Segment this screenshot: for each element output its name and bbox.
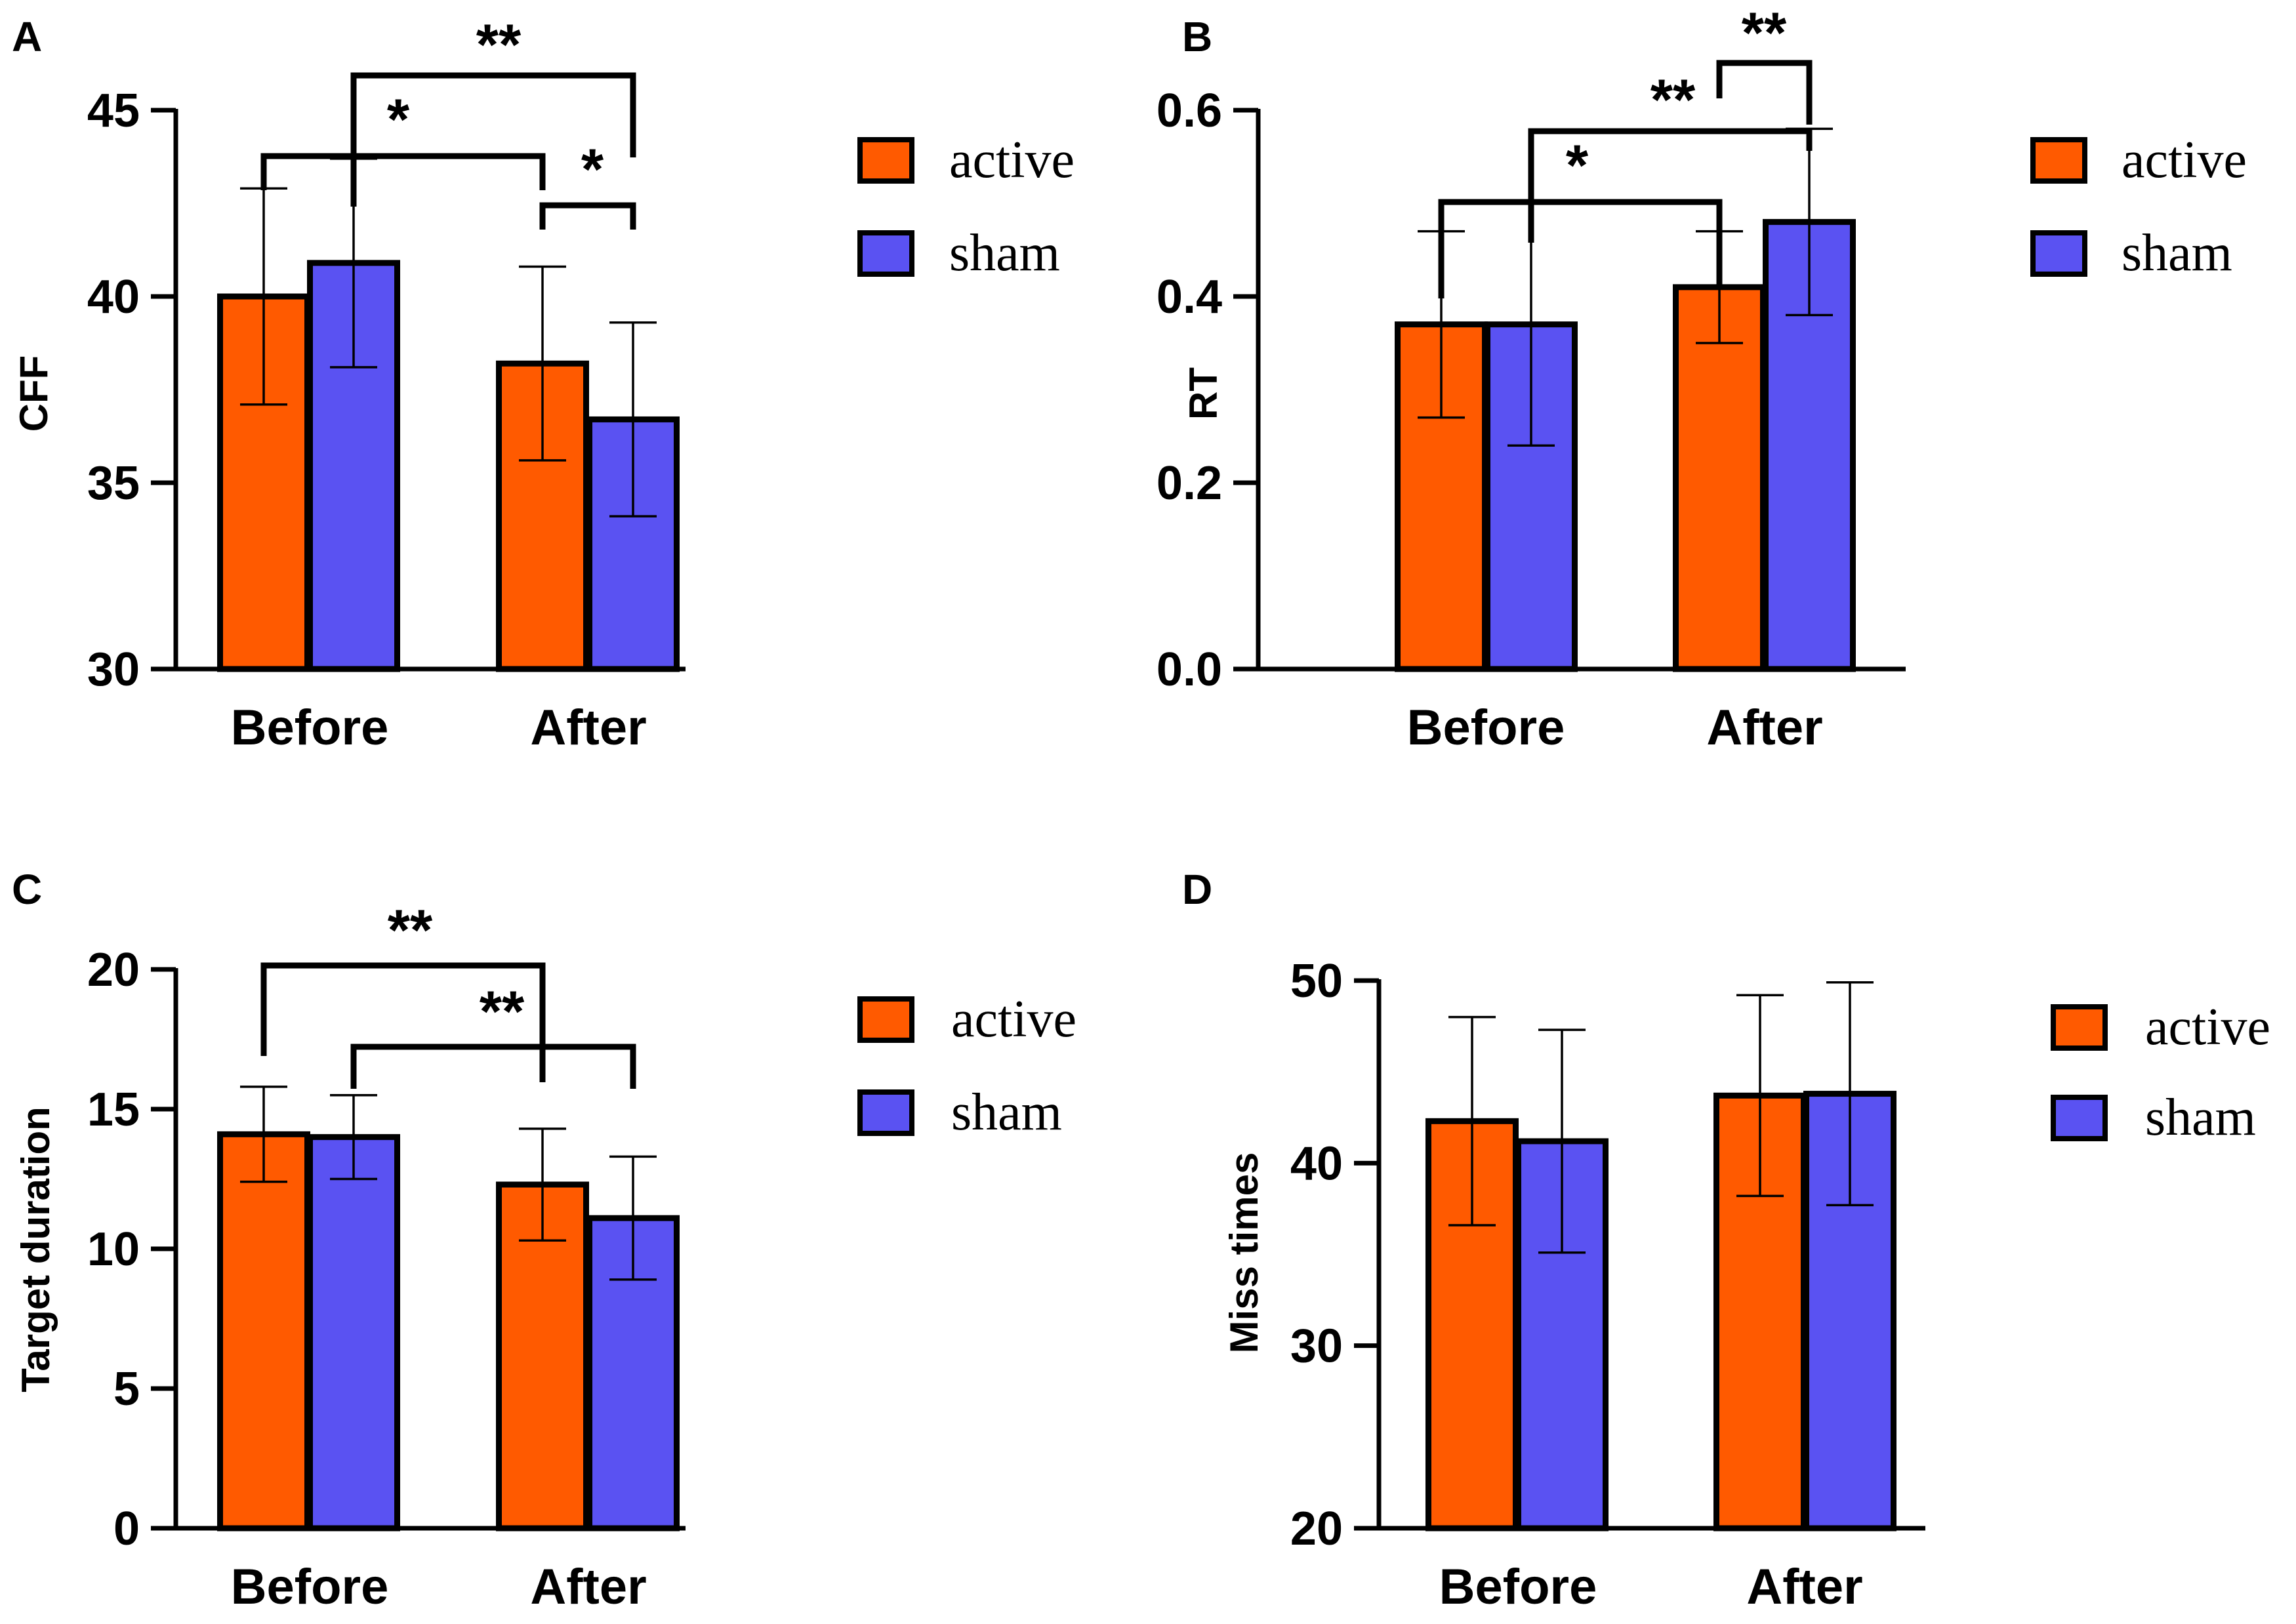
legend-swatch-active: [2051, 1004, 2108, 1051]
y-axis-label: CFF: [12, 355, 56, 432]
significance-label: *: [387, 87, 410, 152]
y-tick-label: 20: [1290, 1503, 1343, 1555]
x-category-label: After: [1746, 1559, 1862, 1615]
y-axis-label: RT: [1181, 367, 1225, 420]
significance-label: **: [1650, 67, 1696, 132]
chart-miss-times: Miss times 20 30 40 50 Before After: [1222, 955, 1925, 1615]
legend-label-sham: sham: [951, 1084, 1062, 1141]
legend-label-active: active: [2145, 998, 2270, 1056]
legend-swatch-active: [2030, 137, 2087, 184]
y-tick-label: 0: [113, 1503, 140, 1555]
y-tick-label: 20: [87, 944, 140, 996]
x-category-label: After: [1706, 700, 1822, 756]
legend-b: active sham: [2030, 131, 2247, 282]
y-axis-label: Target duration: [14, 1106, 58, 1392]
y-tick-label: 0.6: [1157, 85, 1222, 137]
legend-swatch-sham: [2051, 1095, 2108, 1141]
bar-sham-before: [307, 1134, 400, 1532]
x-category-label: After: [530, 1559, 646, 1615]
legend-a: active sham: [857, 131, 1075, 282]
significance-label: **: [1742, 0, 1787, 65]
significance-label: **: [388, 897, 433, 962]
y-tick-label: 30: [1290, 1320, 1343, 1373]
y-tick-label: 0.2: [1157, 457, 1222, 510]
panel-letter-a: A: [12, 13, 42, 60]
y-tick-label: 0.0: [1157, 643, 1222, 696]
legend-label-active: active: [2122, 131, 2247, 189]
significance-bracket: [539, 202, 636, 230]
panel-letter-b: B: [1182, 13, 1212, 60]
legend-label-sham: sham: [949, 224, 1060, 282]
legend-swatch-sham: [2030, 230, 2087, 277]
y-tick-label: 15: [87, 1084, 140, 1136]
legend-label-active: active: [951, 990, 1076, 1048]
significance-label: **: [480, 979, 525, 1044]
y-tick-label: 30: [87, 643, 140, 696]
significance-bracket: [1528, 128, 1813, 243]
x-category-label: Before: [231, 700, 389, 756]
y-tick-label: 40: [87, 271, 140, 323]
significance-label: *: [581, 136, 604, 201]
y-tick-label: 50: [1290, 955, 1343, 1007]
legend-swatch-sham: [857, 1089, 914, 1136]
y-tick-label: 40: [1290, 1137, 1343, 1190]
y-tick-label: 0.4: [1157, 271, 1222, 323]
bar-active-after: [1673, 284, 1766, 672]
significance-bracket: [1438, 199, 1723, 298]
x-category-label: After: [530, 700, 646, 756]
bar-sham-before: [1485, 321, 1578, 672]
y-tick-label: 45: [87, 85, 140, 137]
legend-label-sham: sham: [2122, 224, 2232, 282]
significance-bracket: [1716, 60, 1813, 125]
x-category-label: Before: [231, 1559, 389, 1615]
bar-active-after: [496, 1181, 589, 1532]
y-tick-label: 5: [113, 1363, 140, 1415]
chart-target-duration: Target duration 0 5 10 15 20 Before After ** **: [14, 897, 686, 1615]
significance-label: *: [1566, 132, 1589, 197]
panel-letter-c: C: [12, 866, 42, 913]
legend-label-active: active: [949, 131, 1075, 189]
y-tick-label: 10: [87, 1223, 140, 1276]
panel-letter-d: D: [1182, 866, 1212, 913]
significance-bracket: [260, 962, 546, 1082]
legend-swatch-active: [857, 996, 914, 1043]
legend-label-sham: sham: [2145, 1089, 2256, 1147]
y-axis-label: Miss times: [1222, 1152, 1266, 1354]
bar-sham-after: [586, 416, 680, 672]
bar-active-before: [217, 1131, 310, 1532]
significance-label: **: [476, 12, 522, 77]
legend-d: active sham: [2051, 998, 2270, 1147]
legend-swatch-sham: [857, 230, 914, 277]
significance-bracket: [260, 153, 546, 190]
x-category-label: Before: [1407, 700, 1565, 756]
bar-active-after: [496, 360, 589, 672]
significance-bracket: [350, 72, 636, 207]
significance-bracket: [350, 1044, 636, 1089]
x-category-label: Before: [1439, 1559, 1597, 1615]
y-tick-label: 35: [87, 457, 140, 510]
legend-c: active sham: [857, 990, 1076, 1141]
legend-swatch-active: [857, 137, 914, 184]
